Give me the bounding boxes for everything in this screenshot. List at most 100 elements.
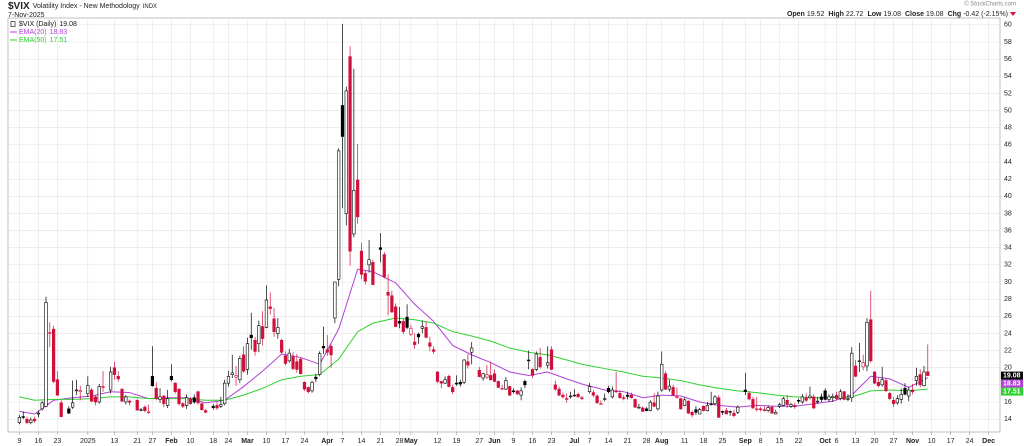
- value-tag: [1001, 371, 1023, 380]
- date: 7-Nov-2025: [8, 12, 45, 19]
- legend-entry: EMA(20) 18.83: [19, 29, 67, 36]
- candle-body: [238, 357, 242, 381]
- candle-body: [709, 403, 713, 405]
- x-tick-label: Mar: [241, 438, 254, 445]
- value-tag-label: 18.83: [1003, 380, 1021, 387]
- candle-body: [420, 326, 424, 329]
- candle-body: [481, 373, 485, 379]
- x-tick-label: 8: [759, 438, 763, 445]
- candle-body: [21, 416, 25, 418]
- candle-body: [299, 358, 303, 375]
- candle-body: [352, 189, 356, 235]
- candle-body: [192, 397, 196, 403]
- candle-body: [276, 327, 280, 334]
- candle-body: [918, 374, 922, 386]
- candle-body: [751, 399, 755, 409]
- x-tick-label: 24: [966, 438, 974, 445]
- candle-body: [815, 400, 820, 403]
- candle-body: [40, 402, 44, 410]
- candle-body: [454, 382, 459, 385]
- candle-body: [850, 352, 854, 399]
- candle-body: [36, 412, 41, 415]
- candle-body: [416, 333, 421, 338]
- x-tick-label: 23: [54, 438, 62, 445]
- candle-body: [329, 345, 333, 356]
- candle-body: [382, 254, 386, 278]
- candle-body: [337, 150, 341, 280]
- x-tick-label: 17: [282, 438, 290, 445]
- candle-body: [363, 273, 367, 282]
- y-tick-label: 52: [1004, 90, 1012, 97]
- x-tick-label: 13: [111, 438, 119, 445]
- candle-body: [629, 394, 633, 399]
- candle-body: [603, 398, 607, 400]
- candle-body: [314, 376, 318, 380]
- candle-body: [397, 321, 402, 324]
- x-tick-label: 15: [776, 438, 784, 445]
- candle-body: [147, 411, 151, 413]
- y-tick-label: 24: [1004, 330, 1012, 337]
- candle-body: [705, 405, 709, 411]
- candle-body: [568, 395, 573, 398]
- candle-body: [204, 410, 208, 413]
- candle-body: [857, 360, 861, 362]
- y-tick-label: 38: [1004, 210, 1012, 217]
- candle-body: [523, 381, 527, 386]
- candle-body: [215, 405, 219, 409]
- x-tick-label: 23: [548, 438, 556, 445]
- candle-body: [245, 343, 250, 370]
- value-tag: [1001, 379, 1023, 388]
- candle-body: [527, 359, 531, 362]
- candle-body: [812, 396, 816, 409]
- candle-body: [926, 371, 930, 376]
- candle-body: [880, 379, 884, 386]
- candle-body: [29, 419, 33, 423]
- candle-body: [891, 399, 896, 405]
- quote: Open 19.52 High 22.72 Low 19.08 Close 19.08 Chg -…: [787, 11, 1008, 18]
- candle-body: [302, 381, 307, 390]
- legend-label: EMA(20): [19, 29, 47, 36]
- y-tick-label: 42: [1004, 176, 1012, 183]
- quote-value: 19.52: [807, 11, 825, 18]
- candle-body: [549, 349, 554, 370]
- candle-body: [348, 56, 352, 252]
- candle-body: [74, 389, 79, 392]
- candle-body: [796, 399, 801, 402]
- candle-body: [325, 349, 329, 353]
- legend-label: EMA(50): [19, 37, 47, 44]
- x-tick-label: Feb: [165, 438, 177, 445]
- candle-body: [295, 361, 299, 370]
- candle-body: [340, 105, 345, 137]
- candle-body: [530, 369, 535, 376]
- candle-body: [413, 341, 417, 345]
- candle-body: [831, 396, 835, 399]
- candle-body: [428, 342, 432, 347]
- candle-body: [755, 408, 759, 411]
- x-tick-label: Oct: [819, 438, 831, 445]
- candle-body: [679, 398, 683, 410]
- candle-body: [264, 299, 269, 328]
- candle-body: [538, 357, 542, 368]
- candle-body: [261, 326, 265, 339]
- candle-body: [823, 390, 827, 400]
- candle-body: [359, 250, 364, 275]
- candle-body: [637, 406, 641, 409]
- source: © StockCharts.com: [964, 1, 1016, 8]
- candle-body: [219, 404, 223, 407]
- candle-body: [280, 339, 284, 353]
- candle-body: [663, 373, 668, 390]
- candle-body: [701, 405, 706, 411]
- candle-body: [766, 407, 770, 411]
- candle-body: [743, 389, 747, 393]
- candle-body: [409, 327, 413, 335]
- candle-body: [439, 381, 443, 384]
- x-tick-label: 27: [149, 438, 157, 445]
- candle-body: [135, 399, 139, 411]
- y-tick-label: 32: [1004, 262, 1012, 269]
- y-tick-label: 54: [1004, 73, 1012, 80]
- quote-value: 19.08: [883, 11, 901, 18]
- x-tick-label: 7: [588, 438, 592, 445]
- candle-body: [846, 398, 850, 400]
- candle-body: [842, 391, 846, 400]
- candle-body: [660, 363, 664, 391]
